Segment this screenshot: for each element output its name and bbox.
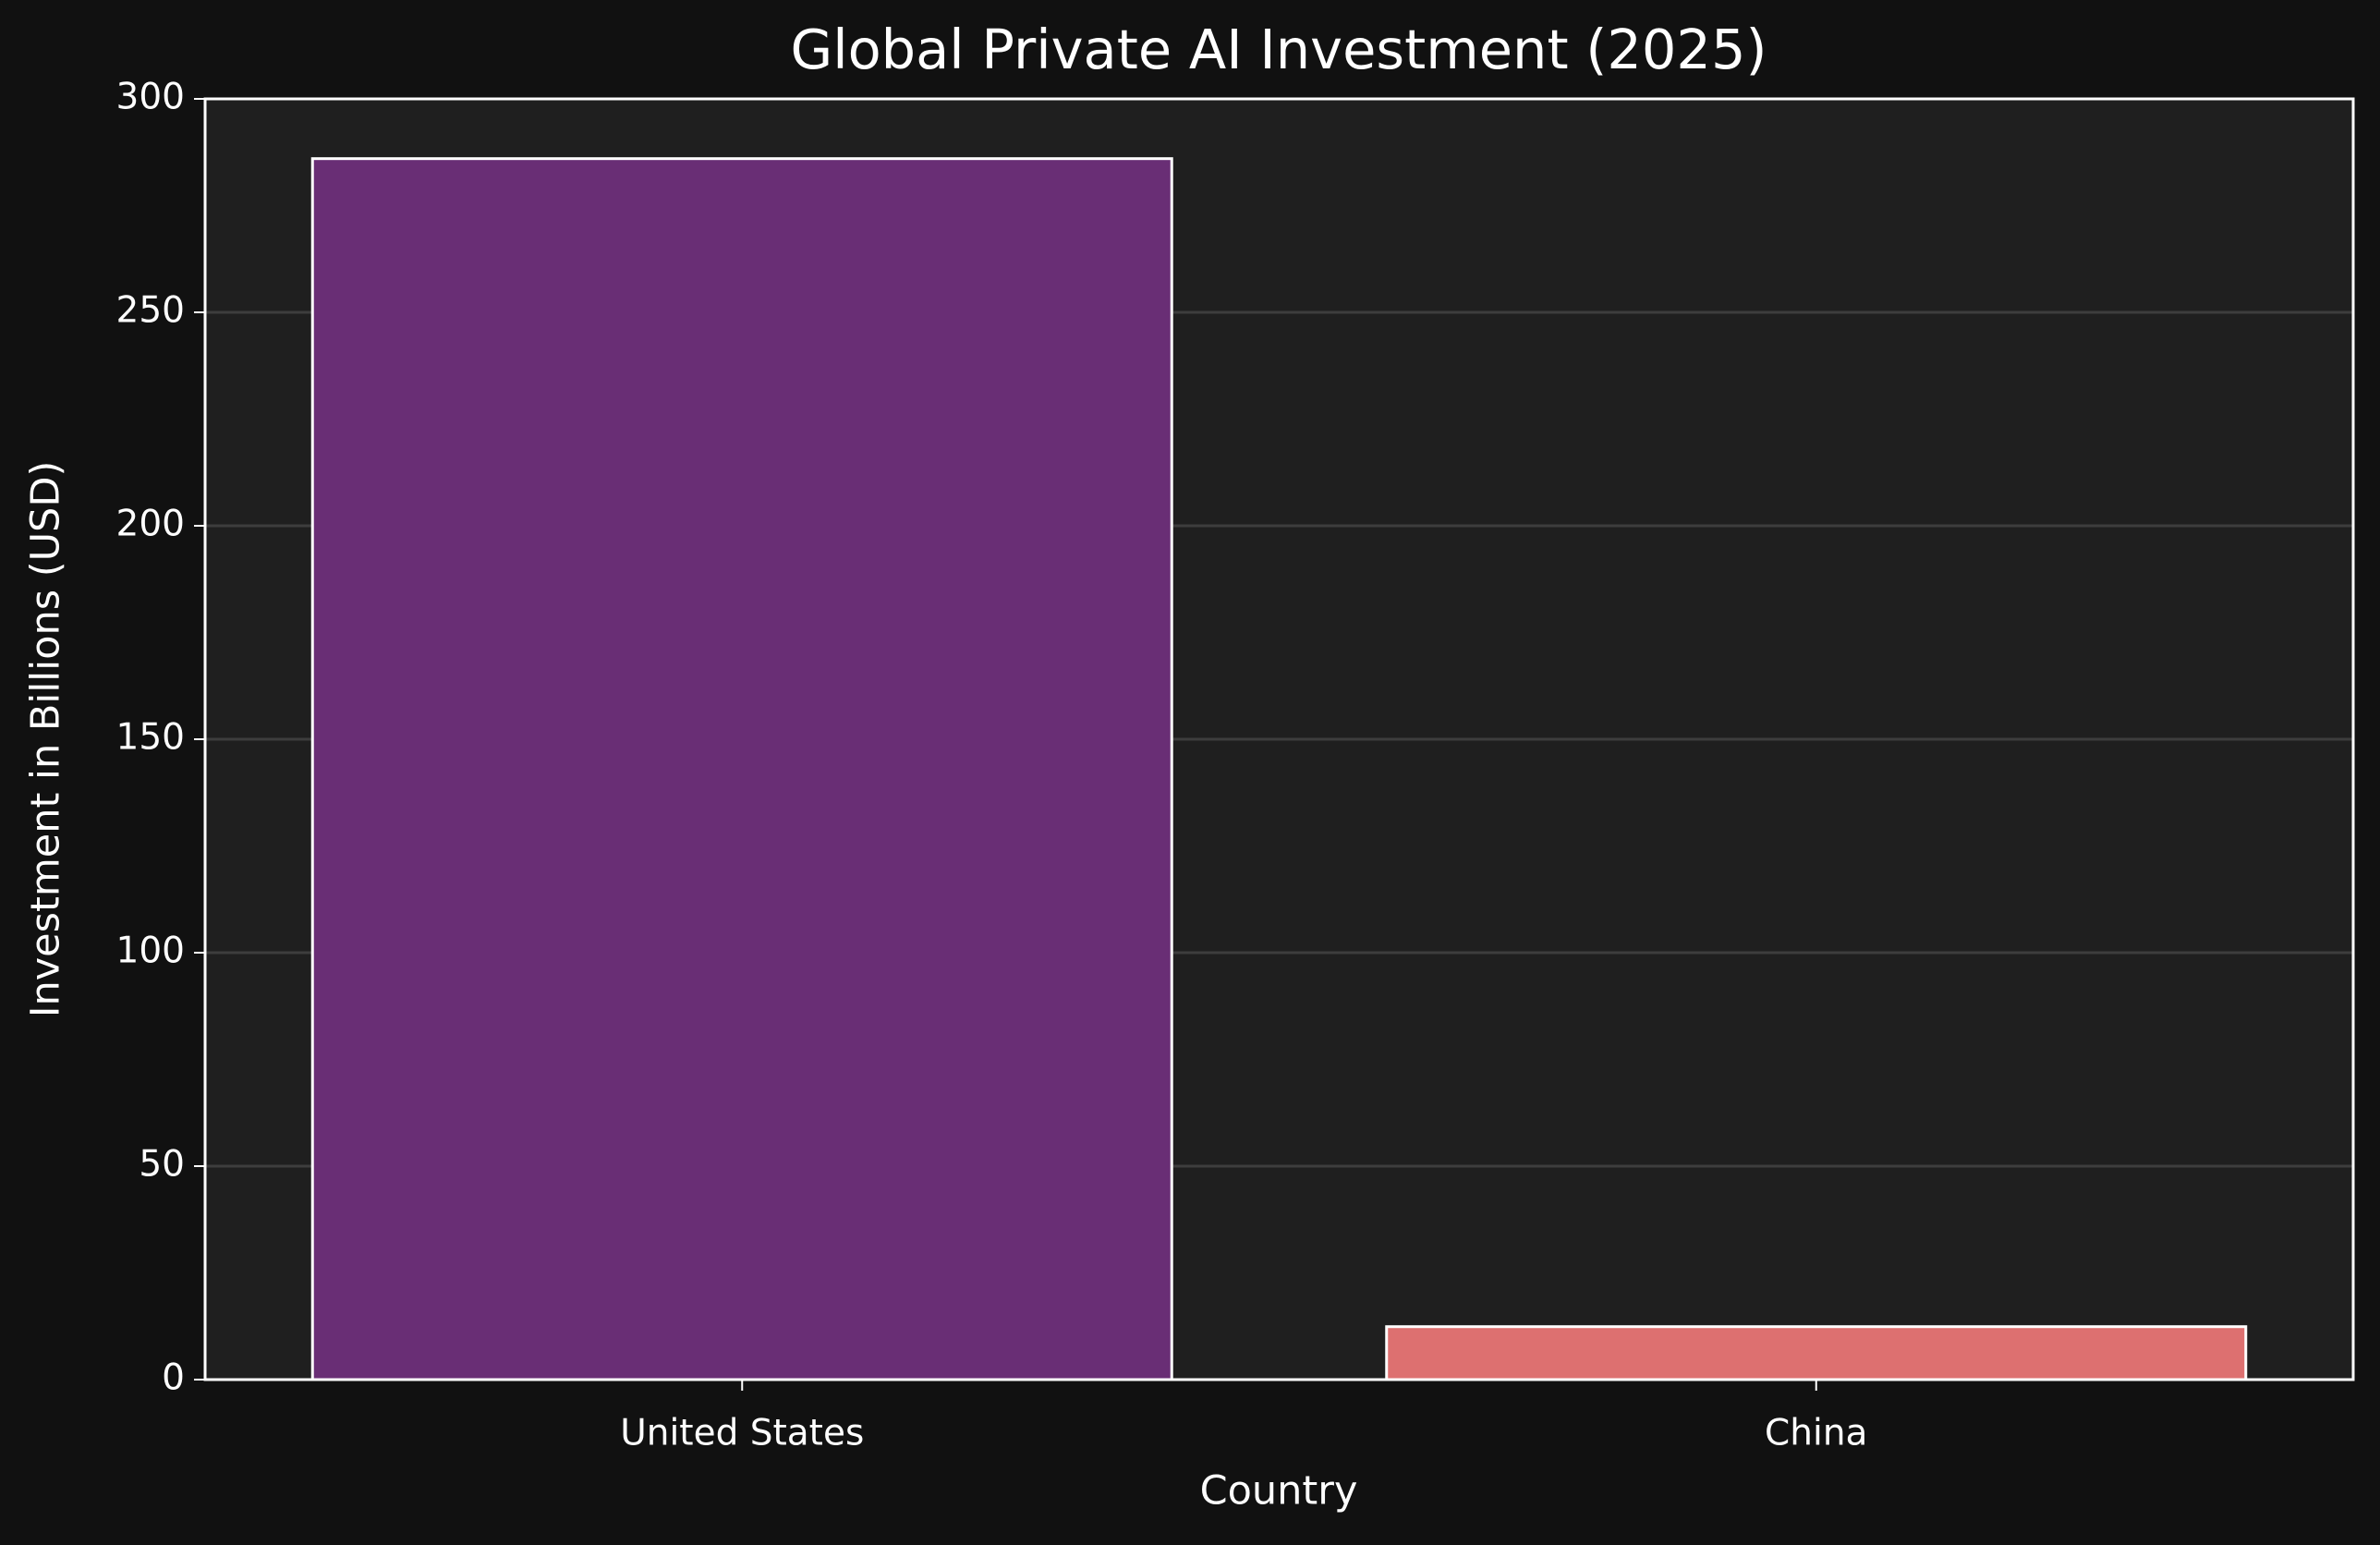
y-tick-label: 250 [116, 290, 185, 332]
y-tick-label: 300 [116, 77, 185, 118]
chart-title: Global Private AI Investment (2025) [790, 18, 1767, 81]
bar [310, 157, 1173, 1381]
x-tick-label: China [1765, 1413, 1867, 1454]
y-tick-label: 200 [116, 504, 185, 545]
y-tick-label: 0 [162, 1357, 185, 1399]
plot-frame [203, 97, 2355, 1381]
x-tick-label: United States [620, 1413, 864, 1454]
y-tick-label: 50 [139, 1144, 185, 1186]
x-axis-label: Country [1200, 1468, 1358, 1515]
y-tick-label: 100 [116, 931, 185, 972]
y-axis-label: Investment in Billions (USD) [23, 461, 69, 1017]
y-tick-label: 150 [116, 717, 185, 759]
bar [1385, 1325, 2248, 1381]
